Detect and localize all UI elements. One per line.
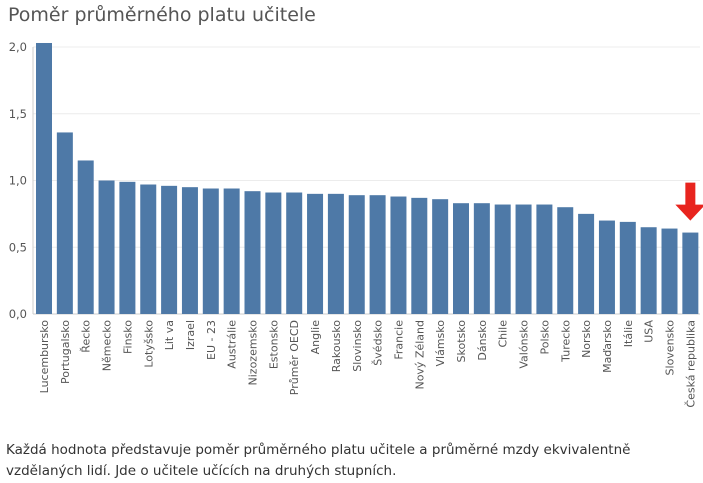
bar [432,199,449,314]
x-tick-label: Rakousko [330,320,343,373]
x-tick-label: Lotyšsko [142,320,155,368]
x-tick-label: Izrael [184,320,197,350]
down-arrow-icon [675,182,703,221]
bar [140,184,157,314]
x-tick-label: Norsko [580,320,593,358]
bar [36,42,52,315]
x-tick-label: Průměr OECD [288,320,301,395]
x-tick-label: USA [643,320,656,343]
x-tick-label: Česká republika [684,320,697,408]
x-tick-label: Dánsko [476,320,489,361]
x-tick-label: Valónsko [518,320,531,369]
x-tick-label: Maďarsko [601,320,614,373]
x-tick-label: Vlámsko [434,320,447,367]
bar [161,185,178,314]
chart-title: Poměr průměrného platu učitele [8,4,316,26]
x-tick-label: Slovinsko [351,320,364,372]
bar [223,188,240,314]
bar [515,204,532,314]
bar-chart: 0,0 0,5 1,0 1,5 2,0 Lucembursko Portugalsko Ře… [9,40,703,408]
x-axis-labels: Lucembursko Portugalsko Řecko Německo Finsko… [38,320,697,408]
bar [640,227,657,314]
x-tick-label: Turecko [559,320,572,363]
x-tick-label: Skotsko [455,320,468,363]
bar [598,220,615,314]
x-tick-label: EU - 23 [205,320,218,360]
bar [202,188,219,314]
bar [369,195,386,314]
x-tick-label: Polsko [538,320,551,355]
bar [265,192,282,314]
x-tick-label: Německo [101,320,114,372]
x-tick-label: Lucembursko [38,320,51,394]
x-tick-label: Chile [497,320,510,348]
x-tick-label: Portugalsko [59,320,72,384]
chart-caption: Každá hodnota představuje poměr průměrné… [6,442,631,479]
x-tick-label: Nový Zéland [413,320,426,390]
y-tick-label: 1,0 [9,174,27,188]
bar [682,232,699,314]
x-tick-label: Slovensko [664,320,677,376]
bar [307,193,324,314]
bar [557,207,574,314]
bar [619,221,636,314]
y-tick-label: 0,5 [9,240,27,254]
bar [578,213,595,314]
y-axis-ticks: 0,0 0,5 1,0 1,5 2,0 [9,40,27,321]
bar [494,204,511,314]
bar [98,180,115,314]
bar [77,160,94,314]
x-tick-label: Austrálie [226,320,239,369]
y-tick-label: 2,0 [9,40,27,54]
x-tick-label: Lit va [163,320,176,350]
x-tick-label: Řecko [80,320,93,353]
x-tick-label: Francie [392,320,405,360]
y-tick-label: 0,0 [9,307,27,321]
bar [327,193,344,314]
x-tick-label: Nizozemsko [247,320,260,386]
bar [119,181,136,314]
x-tick-label: Anglie [309,320,322,355]
y-tick-label: 1,5 [9,107,27,121]
highlight-arrow [675,182,703,221]
x-tick-label: Itálie [622,320,635,347]
bar [244,191,261,314]
bar [661,228,678,314]
bar [453,203,469,314]
x-tick-label: Estonsko [267,320,280,369]
bar [286,192,303,314]
bar [411,197,428,314]
bar [390,196,407,314]
bar [473,203,490,314]
bar [348,195,365,314]
bar [56,132,73,314]
bars [36,42,699,315]
x-tick-label: Švédsko [372,320,385,366]
bar [536,204,553,314]
bar [181,187,198,314]
x-tick-label: Finsko [121,320,134,354]
